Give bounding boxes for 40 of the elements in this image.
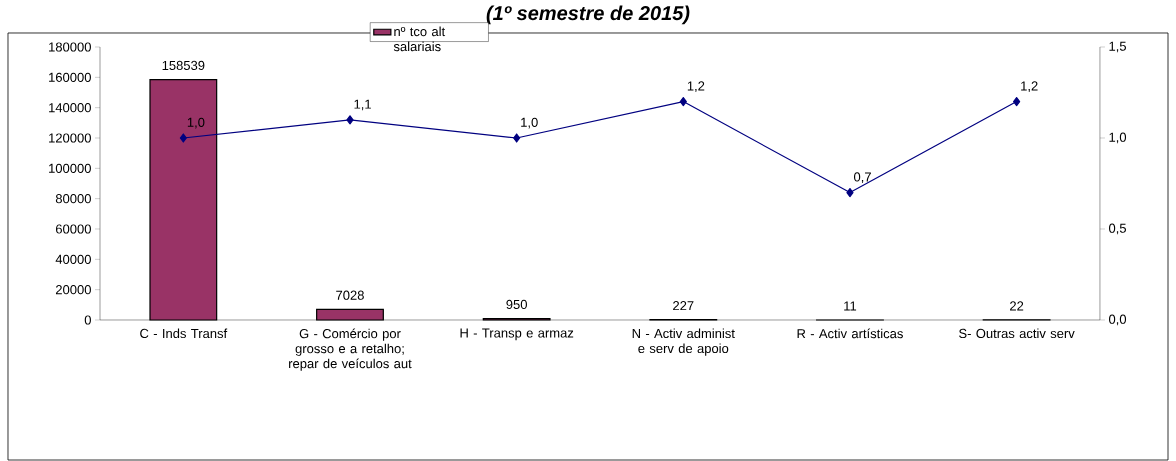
x-tick-label: R - Activ artísticas <box>797 328 903 339</box>
x-tick-label: N - Activ administ e serv de apoio <box>632 328 735 356</box>
chart-title: (1º semestre de 2015) <box>486 5 690 25</box>
data-label: 7028 <box>336 290 364 300</box>
y-tick-label: 180000 <box>49 42 91 52</box>
x-tick-label: S- Outras activ serv <box>959 328 1075 339</box>
point <box>346 115 354 125</box>
y-tick-label: 140000 <box>49 103 91 113</box>
data-label: 950 <box>506 299 527 310</box>
y-tick-label: 160000 <box>49 72 91 82</box>
y-tick-label: 120000 <box>49 133 91 143</box>
data-label: 0,7 <box>854 172 871 184</box>
point <box>1013 97 1021 107</box>
point <box>846 188 854 198</box>
data-label: 158539 <box>162 60 205 71</box>
data-label: 11 <box>844 301 857 311</box>
data-label: 22 <box>1010 301 1024 311</box>
y-tick-label: 20000 <box>55 285 91 295</box>
x-tick-label: G - Comércio por grosso e a retalho; repar de veículos aut <box>289 328 412 371</box>
x-tick-label: H - Transp e armaz <box>460 328 574 341</box>
y-tick-label: 80000 <box>55 194 91 204</box>
data-label: 1,2 <box>687 81 705 93</box>
y2-tick-label: 0,5 <box>1108 223 1127 235</box>
data-label: 1,0 <box>187 117 205 129</box>
y2-tick-label: 1,5 <box>1109 41 1127 53</box>
point <box>513 133 521 143</box>
data-label: 1,1 <box>354 99 371 111</box>
y-tick-label: 60000 <box>55 224 91 234</box>
x-tick-label: C - Inds Transf <box>140 328 228 339</box>
legend-label: nº tco alt salariais <box>393 26 446 52</box>
y2-tick-label: 0,0 <box>1108 314 1127 326</box>
y-tick-label: 0 <box>84 315 91 325</box>
data-label: 227 <box>673 301 694 311</box>
y2-tick-label: 1,0 <box>1109 132 1127 144</box>
point <box>179 133 187 143</box>
y-tick-label: 40000 <box>55 254 91 264</box>
point <box>679 97 687 107</box>
y-tick-label: 100000 <box>49 163 91 173</box>
data-label: 1,0 <box>521 117 538 129</box>
data-label: 1,2 <box>1021 81 1038 93</box>
